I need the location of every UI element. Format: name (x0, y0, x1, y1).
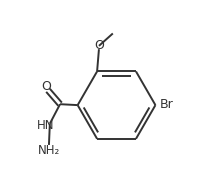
Text: NH₂: NH₂ (38, 144, 60, 157)
Text: O: O (41, 80, 51, 93)
Text: O: O (94, 39, 104, 52)
Text: HN: HN (37, 119, 54, 132)
Text: Br: Br (160, 98, 174, 111)
